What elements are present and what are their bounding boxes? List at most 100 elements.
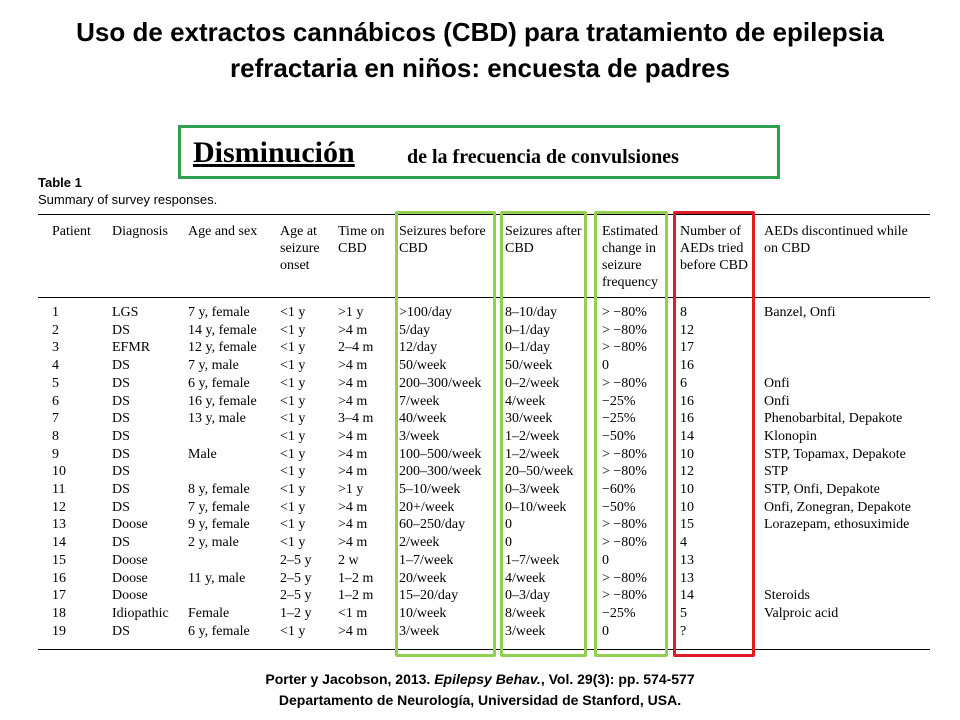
cell-seizures-before: 60–250/day <box>399 517 466 533</box>
cell-diagnosis: DS <box>112 322 130 338</box>
cell-time-on-cbd: 3–4 m <box>338 411 374 427</box>
cell-diagnosis: DS <box>112 482 130 497</box>
cell-seizures-after: 0–3/day <box>505 588 551 604</box>
cell-patient: 5 <box>52 375 59 391</box>
cell-patient: 12 <box>52 499 66 515</box>
cell-seizures-after: 0–10/week <box>505 499 567 515</box>
cell-age-onset: <1 y <box>280 358 306 374</box>
cell-aeds-tried: 16 <box>680 411 694 427</box>
cell-age-sex: 6 y, female <box>188 375 250 391</box>
cell-patient: 3 <box>52 340 59 356</box>
cell-patient: 1 <box>52 305 59 320</box>
cell-diagnosis: Doose <box>112 517 148 533</box>
cell-seizures-after: 8/week <box>505 605 546 621</box>
cell-seizures-after: 4/week <box>505 570 546 586</box>
cell-diagnosis: DS <box>112 499 130 515</box>
cell-age-sex: Female <box>188 605 230 621</box>
cell-time-on-cbd: >4 m <box>338 322 368 338</box>
footer-citation-prefix: Porter y Jacobson, 2013. <box>265 671 435 687</box>
table-bottom-rule <box>38 649 930 650</box>
cell-estimated-change: −25% <box>602 605 636 621</box>
cell-time-on-cbd: >4 m <box>338 358 368 374</box>
footer-journal: Epilepsy Behav. <box>434 671 541 687</box>
cell-diagnosis: DS <box>112 446 130 462</box>
cell-aeds-discontinued: STP, Topamax, Depakote <box>764 446 906 462</box>
cell-patient: 14 <box>52 535 66 551</box>
cell-time-on-cbd: >4 m <box>338 375 368 391</box>
highlight-seizures-after <box>500 211 587 657</box>
cell-seizures-before: 15–20/day <box>399 588 459 604</box>
cell-patient: 7 <box>52 411 59 427</box>
cell-time-on-cbd: <1 m <box>338 605 368 621</box>
cell-time-on-cbd: >4 m <box>338 393 368 409</box>
highlight-seizures-before <box>395 211 496 657</box>
footer-citation: Porter y Jacobson, 2013. Epilepsy Behav.… <box>20 671 940 687</box>
cell-seizures-after: 8–10/day <box>505 305 558 320</box>
cell-time-on-cbd: >4 m <box>338 446 368 462</box>
cell-time-on-cbd: 1–2 m <box>338 588 374 604</box>
cell-seizures-before: 200–300/week <box>399 464 482 480</box>
cell-aeds-tried: 4 <box>680 535 687 551</box>
cell-diagnosis: DS <box>112 464 130 480</box>
cell-patient: 8 <box>52 428 59 444</box>
cell-seizures-before: 10/week <box>399 605 447 621</box>
cell-patient: 9 <box>52 446 59 462</box>
highlight-aeds-tried <box>673 211 755 657</box>
cell-aeds-tried: 15 <box>680 517 694 533</box>
cell-aeds-tried: 12 <box>680 322 694 338</box>
cell-diagnosis: EFMR <box>112 340 151 356</box>
cell-age-onset: <1 y <box>280 464 306 480</box>
cell-time-on-cbd: 2–4 m <box>338 340 374 356</box>
cell-patient: 16 <box>52 570 66 586</box>
cell-aeds-tried: ? <box>680 623 687 639</box>
cell-time-on-cbd: >1 y <box>338 305 364 320</box>
cell-aeds-tried: 13 <box>680 570 694 586</box>
footer-affiliation: Departamento de Neurología, Universidad … <box>278 692 682 708</box>
cell-seizures-after: 3/week <box>505 623 546 639</box>
cell-aeds-discontinued: Klonopin <box>764 428 817 444</box>
cell-aeds-discontinued: STP <box>764 464 789 480</box>
cell-seizures-before: 5–10/week <box>399 482 461 497</box>
cell-seizures-after: 50/week <box>505 358 553 374</box>
cell-aeds-discontinued: STP, Onfi, Depakote <box>764 482 880 497</box>
cell-age-onset: 2–5 y <box>280 588 312 604</box>
cell-age-sex: 6 y, female <box>188 623 250 639</box>
header-seizures-before: Seizures before CBD <box>399 224 486 256</box>
cell-aeds-discontinued: Steroids <box>764 588 810 604</box>
cell-aeds-tried: 10 <box>680 446 694 462</box>
cell-seizures-before: 7/week <box>399 393 440 409</box>
subtitle-box: Disminución de la frecuencia de convulsi… <box>178 125 780 179</box>
cell-age-sex: 7 y, female <box>188 305 250 320</box>
cell-patient: 15 <box>52 552 66 568</box>
cell-seizures-before: 3/week <box>399 623 440 639</box>
table-caption: Summary of survey responses. <box>38 192 218 207</box>
cell-aeds-discontinued: Onfi <box>764 393 790 409</box>
cell-seizures-before: 20+/week <box>399 499 455 515</box>
cell-seizures-after: 20–50/week <box>505 464 574 480</box>
cell-age-onset: 1–2 y <box>280 605 312 621</box>
cell-seizures-after: 1–7/week <box>505 552 560 568</box>
cell-seizures-before: 5/day <box>399 322 431 338</box>
cell-aeds-tried: 17 <box>680 340 694 356</box>
footer-citation-suffix: , Vol. 29(3): pp. 574-577 <box>540 671 695 687</box>
subtitle-main: Disminución <box>193 136 355 169</box>
cell-time-on-cbd: >4 m <box>338 623 368 639</box>
cell-aeds-tried: 14 <box>680 428 694 444</box>
cell-seizures-before: 1–7/week <box>399 552 454 568</box>
cell-seizures-after: 0–3/week <box>505 482 560 497</box>
cell-seizures-before: 12/day <box>399 340 438 356</box>
cell-estimated-change: > −80% <box>602 464 647 480</box>
cell-aeds-tried: 16 <box>680 393 694 409</box>
cell-patient: 4 <box>52 358 59 374</box>
cell-aeds-discontinued: Lorazepam, ethosuximide <box>764 517 910 533</box>
cell-age-sex: 16 y, female <box>188 393 257 409</box>
cell-estimated-change: −25% <box>602 411 636 427</box>
cell-estimated-change: > −80% <box>602 588 647 604</box>
cell-estimated-change: −60% <box>602 482 636 497</box>
cell-diagnosis: DS <box>112 393 130 409</box>
cell-time-on-cbd: >4 m <box>338 517 368 533</box>
cell-age-sex: 9 y, female <box>188 517 250 533</box>
header-estimated-change: Estimated change in seizure frequency <box>602 224 658 290</box>
cell-patient: 13 <box>52 517 66 533</box>
cell-age-onset: <1 y <box>280 517 306 533</box>
